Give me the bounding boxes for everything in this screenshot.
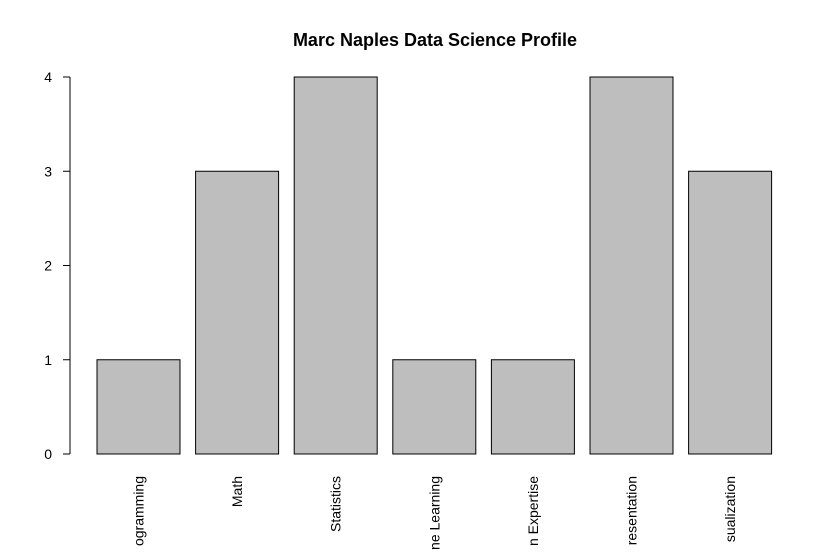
bar-math	[195, 170, 280, 455]
bar-visualization	[688, 170, 773, 455]
y-tick-label: 4	[44, 69, 52, 85]
bar-domain-expertise	[490, 359, 575, 455]
bar-statistics	[293, 76, 378, 455]
x-tick-label: Statistics	[328, 476, 344, 532]
y-tick-label: 1	[44, 352, 52, 368]
x-tick-label: ogramming	[131, 476, 147, 546]
bar-machine-learning	[392, 359, 477, 455]
x-axis-labels: ogramming Math Statistics ne Learning n Expe…	[131, 476, 739, 550]
x-tick-label: resentation	[624, 476, 640, 545]
chart-title: Marc Naples Data Science Profile	[293, 30, 577, 50]
y-tick-label: 2	[44, 258, 52, 274]
y-tick-label: 3	[44, 163, 52, 179]
y-axis: 0 1 2 3 4	[44, 69, 71, 462]
bar-programming	[96, 359, 181, 455]
bars-group	[96, 76, 773, 455]
bar-presentation	[589, 76, 674, 455]
x-tick-label: n Expertise	[525, 476, 541, 546]
x-tick-label: sualization	[722, 476, 738, 542]
x-tick-label: Math	[229, 476, 245, 507]
y-tick-label: 0	[44, 446, 52, 462]
x-tick-label: ne Learning	[426, 476, 442, 550]
